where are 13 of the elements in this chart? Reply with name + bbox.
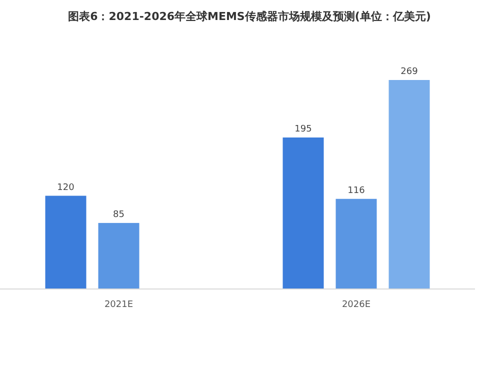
x-tick-label: 2026E (342, 300, 371, 310)
x-tick-label: 2021E (104, 300, 134, 310)
bar (282, 137, 324, 289)
data-label: 120 (57, 182, 75, 193)
bar (388, 80, 430, 289)
data-label: 85 (113, 210, 124, 220)
data-label: 195 (294, 124, 312, 134)
chart-title: 图表6：2021-2026年全球MEMS传感器市场规模及预测(单位：亿美元) (68, 10, 431, 23)
bar (336, 198, 377, 289)
bar (45, 196, 86, 289)
data-label: 116 (348, 186, 366, 196)
data-label: 269 (400, 67, 418, 77)
bar (98, 222, 140, 289)
